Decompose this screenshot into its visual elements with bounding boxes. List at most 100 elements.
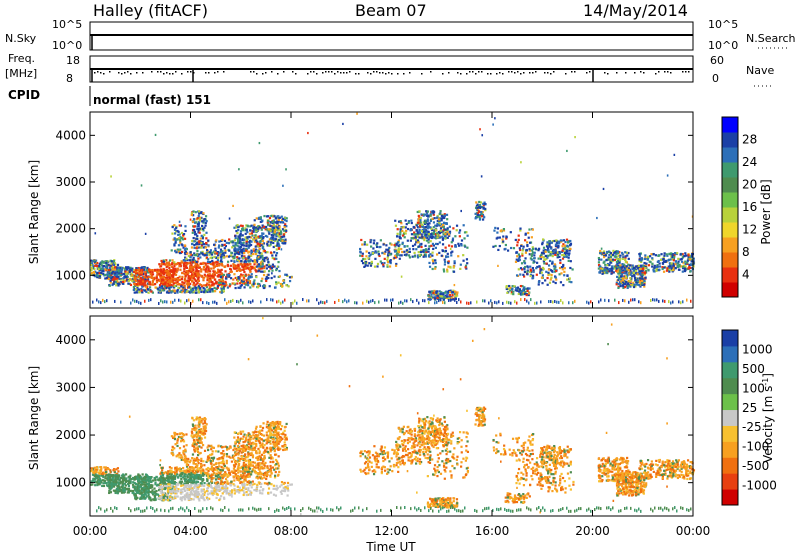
power-cell [566, 278, 569, 281]
power-cell [131, 278, 135, 281]
power-cell [656, 260, 659, 264]
power-cell [158, 286, 161, 289]
power-cell [215, 282, 218, 285]
power-cell [197, 274, 200, 277]
power-cell [183, 290, 187, 293]
power-cell [190, 212, 193, 215]
power-cell [108, 269, 111, 272]
power-cell [202, 220, 205, 223]
power-cell [554, 281, 557, 285]
power-cell [225, 284, 228, 287]
power-cell [195, 270, 198, 273]
power-cell [244, 259, 247, 262]
power-cell [277, 247, 281, 250]
power-cell [393, 244, 396, 247]
power-cell [428, 236, 431, 239]
power-cell [444, 249, 448, 253]
power-cell [108, 284, 111, 287]
power-cell [258, 257, 261, 261]
power-cell [172, 286, 176, 289]
power-cell [247, 259, 250, 262]
power-cell [262, 242, 266, 245]
power-cell [204, 224, 207, 227]
power-cell [370, 239, 373, 242]
power-cell [197, 228, 200, 232]
power-cell [450, 241, 453, 244]
power-cell [418, 210, 421, 213]
power-cell [192, 265, 195, 268]
power-cell [617, 277, 621, 280]
velocity-cell [141, 473, 144, 476]
power-cell [640, 259, 643, 262]
velocity-cell [139, 480, 142, 483]
power-cell [531, 228, 534, 231]
power-cell [190, 269, 193, 272]
power-cell [427, 250, 430, 253]
power-cell [146, 275, 149, 278]
power-cell [412, 225, 415, 229]
power-cell [399, 228, 402, 231]
power-cell [100, 301, 102, 305]
power-cell [374, 257, 377, 260]
power-cell [386, 260, 390, 264]
power-cell [662, 256, 665, 259]
power-cell [265, 256, 268, 259]
nave-dot [550, 73, 552, 75]
power-cell [452, 270, 456, 273]
power-cell [220, 285, 224, 288]
power-cell [530, 236, 533, 239]
power-cell [551, 255, 554, 258]
power-cell [259, 226, 262, 229]
power-cell [529, 269, 533, 272]
power-cell [522, 289, 525, 292]
power-cell [175, 268, 179, 271]
power-cell [606, 267, 609, 270]
power-cell [237, 276, 240, 280]
power-cell [240, 250, 244, 254]
power-cell [273, 231, 276, 234]
power-cell [618, 259, 621, 263]
power-cell [610, 267, 613, 270]
power-cell [514, 238, 517, 242]
power-cell [183, 270, 186, 273]
power-cell [490, 299, 492, 303]
power-colorbar-label: Power [dB] [759, 179, 773, 244]
nave-dot [403, 73, 405, 75]
power-cell [444, 294, 447, 297]
power-cell [179, 224, 183, 227]
power-cell [545, 257, 548, 261]
power-cell [462, 259, 465, 262]
sky-panel: N.Sky 10^5 10^0 10^5 10^0 N.Search [5, 18, 796, 52]
power-cell [102, 268, 105, 271]
power-cell [413, 233, 416, 236]
velocity-cell [127, 484, 131, 488]
power-cell [238, 236, 241, 239]
power-colorbar-swatch [722, 237, 738, 253]
power-cell [250, 224, 253, 227]
power-cell [261, 267, 264, 270]
power-cell [569, 266, 572, 270]
power-cell [151, 273, 155, 276]
nave-dot [382, 72, 384, 74]
power-cell [135, 283, 139, 286]
velocity-cell [136, 483, 140, 486]
power-cell [248, 242, 251, 246]
power-cell [174, 279, 177, 282]
power-cell [652, 298, 654, 302]
power-y-tick-label: 4000 [55, 128, 86, 142]
power-cell [383, 252, 386, 255]
power-cell [232, 263, 235, 266]
power-cell [360, 238, 363, 242]
power-cell [195, 283, 198, 286]
power-cell [141, 291, 144, 294]
power-cell [276, 233, 279, 236]
power-cell [424, 233, 428, 236]
power-cell [170, 265, 174, 268]
power-cell [213, 273, 216, 276]
power-cell [242, 241, 245, 244]
power-cell [546, 256, 549, 259]
power-cell [632, 285, 636, 289]
power-cell [274, 238, 277, 241]
power-cell [278, 228, 281, 231]
power-cell [674, 263, 677, 266]
